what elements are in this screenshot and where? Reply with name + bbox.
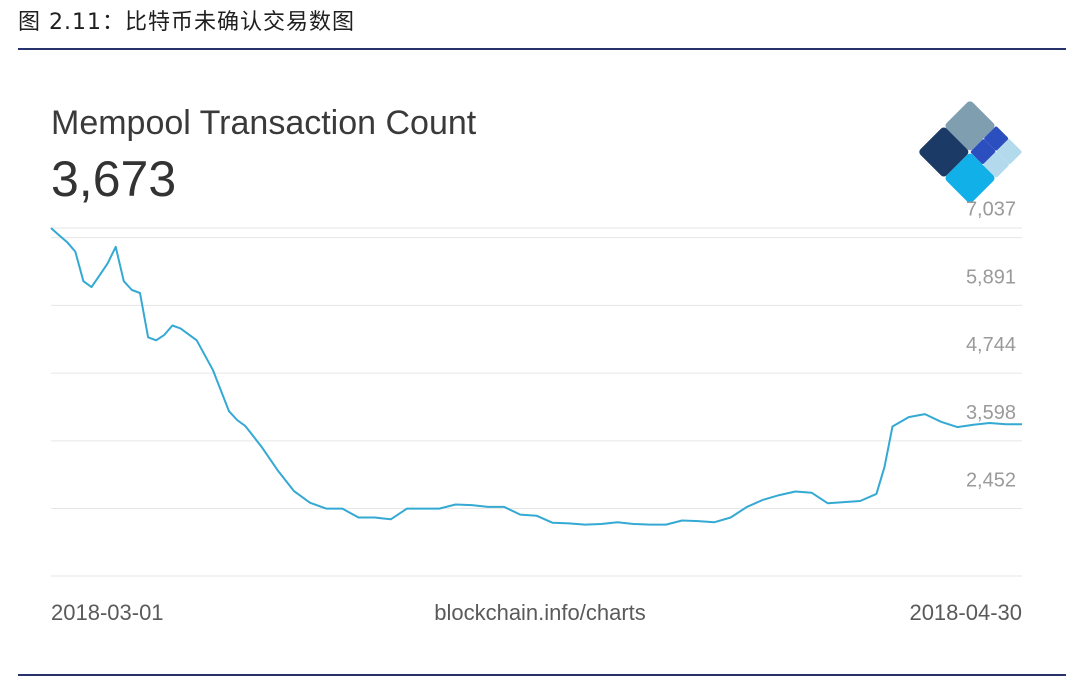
series-line-mempool: [50, 227, 1022, 526]
y-tick-label: 7,037: [966, 199, 1016, 221]
source-label: blockchain.info/charts: [434, 600, 646, 625]
y-tick-label: 2,452: [966, 470, 1016, 492]
y-tick-label: 5,891: [966, 266, 1016, 288]
x-tick-label-end: 2018-04-30: [909, 600, 1022, 625]
chart-title: Mempool Transaction Count: [51, 104, 477, 142]
y-tick-label: 3,598: [966, 402, 1016, 424]
bottom-rule: [18, 674, 1066, 676]
figure-caption: 图 2.11：比特币未确认交易数图: [18, 10, 355, 35]
top-rule: [18, 48, 1066, 50]
x-tick-label-start: 2018-03-01: [51, 600, 164, 625]
y-tick-labels: 2,452 3,598 4,744 5,891 7,037: [966, 199, 1016, 492]
grid-lines: [51, 227, 1022, 577]
current-value: 3,673: [51, 151, 177, 207]
blockchain-diamond-logo-icon: [919, 101, 1022, 203]
y-tick-label: 4,744: [966, 334, 1016, 356]
